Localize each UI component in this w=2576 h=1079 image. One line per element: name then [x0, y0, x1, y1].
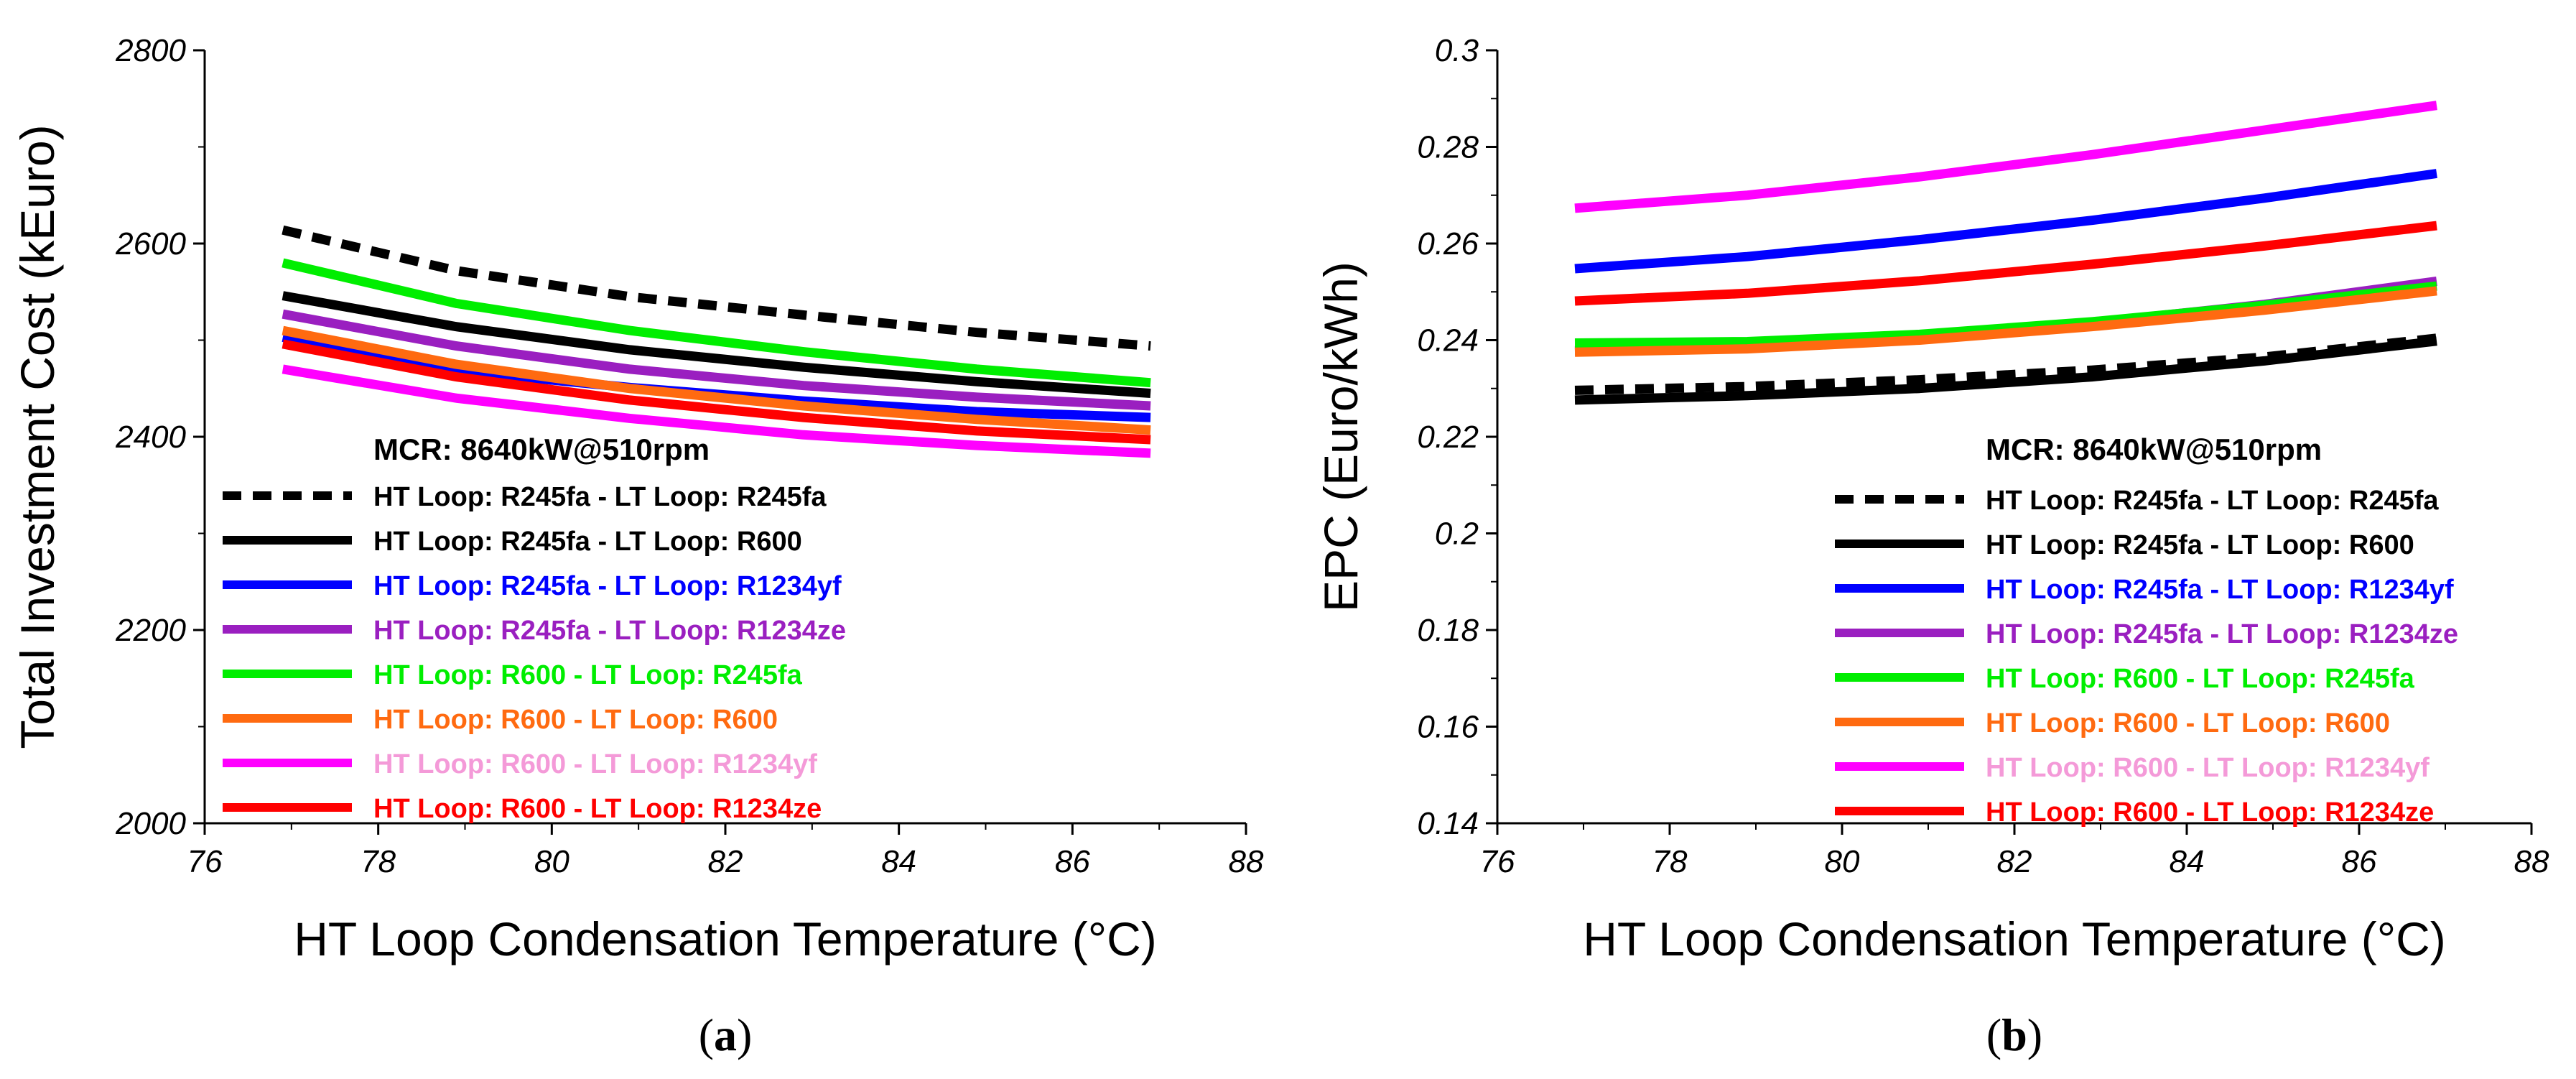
series-line-2: [1574, 336, 2437, 405]
y-tick-label: 0.22: [1417, 420, 1479, 455]
series-line-5: [1574, 281, 2437, 348]
y-tick-label: 0.28: [1417, 130, 1479, 165]
legend-title: MCR: 8640kW@510rpm: [1986, 432, 2322, 466]
series-line-2: [282, 291, 1151, 398]
y-tick-label: 2000: [115, 806, 186, 841]
series-line-8: [282, 339, 1151, 445]
x-tick-label: 76: [1480, 844, 1515, 879]
panel-label: (a): [699, 1009, 753, 1060]
legend-title: MCR: 8640kW@510rpm: [373, 432, 710, 466]
y-tick-label: 2400: [115, 420, 186, 455]
legend-label: HT Loop: R600 - LT Loop: R1234ze: [373, 794, 822, 824]
x-tick-label: 78: [1652, 844, 1688, 879]
x-tick-label: 82: [1997, 844, 2032, 879]
legend-label: HT Loop: R600 - LT Loop: R600: [1986, 708, 2390, 738]
series-line-6: [282, 325, 1151, 435]
x-tick-label: 80: [534, 844, 569, 879]
legend-label: HT Loop: R600 - LT Loop: R245fa: [1986, 664, 2415, 694]
series-line-7: [1574, 101, 2437, 213]
legend-label: HT Loop: R245fa - LT Loop: R600: [373, 527, 802, 557]
legend-label: HT Loop: R245fa - LT Loop: R600: [1986, 530, 2414, 560]
legend-label: HT Loop: R245fa - LT Loop: R1234ze: [1986, 619, 2458, 649]
panel-a: 2000 2200 2400 2600 2800 76 78 80 82 84 86 88 HT Loo…: [11, 33, 1264, 1060]
x-tick-label: 78: [361, 844, 396, 879]
y-tick-label: 0.14: [1417, 806, 1479, 841]
x-tick-label: 88: [1229, 844, 1264, 879]
legend-label: HT Loop: R600 - LT Loop: R245fa: [373, 660, 803, 690]
series-line-7: [282, 364, 1151, 458]
series-line-3: [1574, 169, 2437, 274]
x-tick-label: 86: [1055, 844, 1090, 879]
y-tick-label: 2800: [115, 33, 186, 68]
series-line-1: [282, 225, 1151, 351]
y-tick-label: 0.26: [1417, 226, 1479, 261]
legend-label: HT Loop: R245fa - LT Loop: R1234yf: [373, 571, 842, 601]
x-tick-label: 84: [2170, 844, 2205, 879]
legend-label: HT Loop: R600 - LT Loop: R600: [373, 705, 778, 735]
legend-label: HT Loop: R245fa - LT Loop: R245fa: [1986, 486, 2439, 516]
y-tick-label: 0.2: [1435, 517, 1479, 552]
y-tick-label: 0.18: [1417, 613, 1479, 648]
x-tick-label: 86: [2342, 844, 2377, 879]
legend-label: HT Loop: R245fa - LT Loop: R245fa: [373, 482, 827, 512]
panel-label: (b): [1986, 1009, 2042, 1060]
series-line-1: [1574, 333, 2437, 395]
panel-b: 0.14 0.16 0.18 0.2 0.22 0.24 0.26 0.28 0.3 76 78 80…: [1314, 33, 2549, 1060]
x-axis-label: HT Loop Condensation Temperature (°C): [294, 912, 1157, 965]
x-tick-label: 88: [2514, 844, 2549, 879]
y-tick-label: 0.3: [1435, 33, 1479, 68]
y-tick-label: 0.24: [1417, 323, 1479, 358]
legend-label: HT Loop: R600 - LT Loop: R1234yf: [373, 749, 817, 779]
y-axis-label: Total Investment Cost (kEuro): [11, 124, 64, 749]
legend-label: HT Loop: R245fa - LT Loop: R1234ze: [373, 616, 846, 646]
x-axis-label: HT Loop Condensation Temperature (°C): [1583, 912, 2446, 965]
series-line-5: [282, 258, 1151, 388]
series-line-4: [282, 309, 1151, 411]
y-tick-label: 2200: [115, 613, 186, 648]
legend-label: HT Loop: R600 - LT Loop: R1234ze: [1986, 797, 2434, 828]
series-line-6: [1574, 286, 2437, 357]
x-tick-label: 82: [708, 844, 743, 879]
x-tick-label: 76: [187, 844, 223, 879]
x-tick-label: 80: [1825, 844, 1860, 879]
series-line-8: [1574, 221, 2437, 306]
y-tick-label: 0.16: [1417, 710, 1479, 745]
legend-label: HT Loop: R600 - LT Loop: R1234yf: [1986, 753, 2429, 783]
y-axis-label: EPC (Euro/kWh): [1314, 261, 1367, 612]
y-tick-label: 2600: [115, 226, 186, 261]
x-tick-label: 84: [881, 844, 916, 879]
legend-label: HT Loop: R245fa - LT Loop: R1234yf: [1986, 575, 2454, 605]
